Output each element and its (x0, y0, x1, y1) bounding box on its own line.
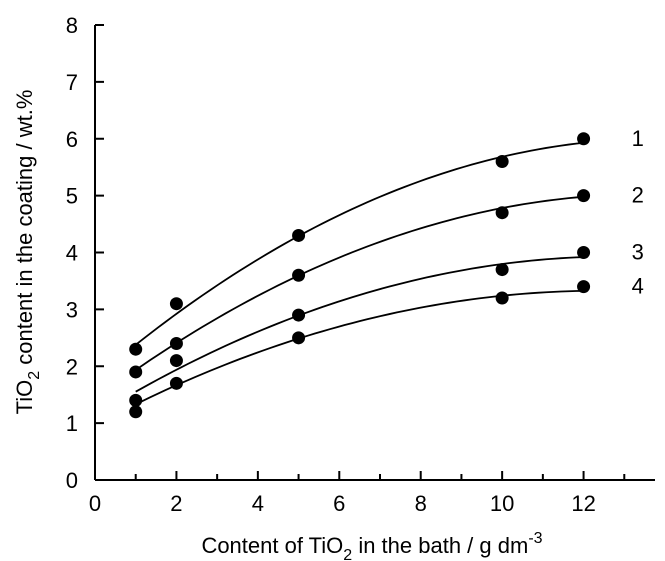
data-point (577, 132, 591, 146)
y-axis-title-prefix: TiO (12, 380, 37, 415)
data-point (169, 337, 183, 350)
x-axis-title: Content of TiO2 in the bath / g dm-3 (201, 530, 542, 561)
data-point (129, 393, 143, 407)
series-label-4: 4 (632, 274, 644, 299)
data-point (169, 354, 183, 368)
series-labels: 1 2 3 4 (632, 126, 644, 299)
data-point (292, 308, 306, 322)
fit-curve-4 (135, 289, 584, 406)
fit-curve-1 (135, 141, 584, 346)
y-axis-title-suffix: content in the coating / wt.% (12, 90, 37, 371)
data-point (292, 268, 306, 282)
data-point (169, 376, 183, 390)
y-tick-label: 8 (66, 13, 78, 38)
y-tick-label: 7 (66, 70, 78, 95)
x-tick-label: 4 (252, 491, 264, 516)
fit-curve-3 (135, 256, 584, 393)
data-point (577, 280, 591, 294)
y-axis-title-sub: 2 (26, 371, 43, 380)
y-tick-label: 3 (66, 297, 78, 322)
x-tick-label: 0 (89, 491, 101, 516)
data-point (495, 155, 509, 168)
y-tick-label: 6 (66, 127, 78, 152)
data-points (129, 132, 591, 419)
data-point (129, 405, 143, 419)
data-point (495, 206, 509, 220)
axes (94, 25, 655, 481)
y-tick-label: 2 (66, 354, 78, 379)
x-tick-label: 10 (490, 491, 514, 516)
x-axis-title-sup: -3 (528, 530, 542, 547)
y-axis-title: TiO2 content in the coating / wt.% (12, 90, 43, 415)
y-tick-label: 0 (66, 468, 78, 493)
series-label-1: 1 (632, 126, 644, 151)
x-axis-ticks: 0 2 4 6 8 10 12 (89, 471, 626, 516)
series-label-3: 3 (632, 240, 644, 265)
data-point (495, 263, 509, 277)
x-tick-label: 6 (333, 491, 345, 516)
series-label-2: 2 (632, 183, 644, 208)
data-point (577, 189, 591, 203)
y-tick-label: 4 (66, 241, 78, 266)
data-point (292, 228, 306, 242)
data-point (292, 331, 306, 345)
x-tick-label: 8 (415, 491, 427, 516)
data-point (169, 297, 183, 311)
data-point (577, 246, 591, 259)
fit-curve-2 (135, 195, 584, 371)
x-tick-label: 2 (170, 491, 182, 516)
fit-curves (135, 141, 584, 406)
x-axis-title-suffix: in the bath / g dm (352, 533, 528, 558)
data-point (129, 365, 143, 379)
y-tick-label: 5 (66, 184, 78, 209)
x-tick-label: 12 (571, 491, 595, 516)
x-axis-title-prefix: Content of TiO (201, 533, 343, 558)
data-point (495, 291, 509, 305)
y-tick-label: 1 (66, 411, 78, 436)
y-axis-ticks: 0 1 2 3 4 5 6 7 8 (66, 13, 104, 493)
data-point (129, 342, 143, 356)
x-axis-title-sub: 2 (343, 547, 352, 561)
